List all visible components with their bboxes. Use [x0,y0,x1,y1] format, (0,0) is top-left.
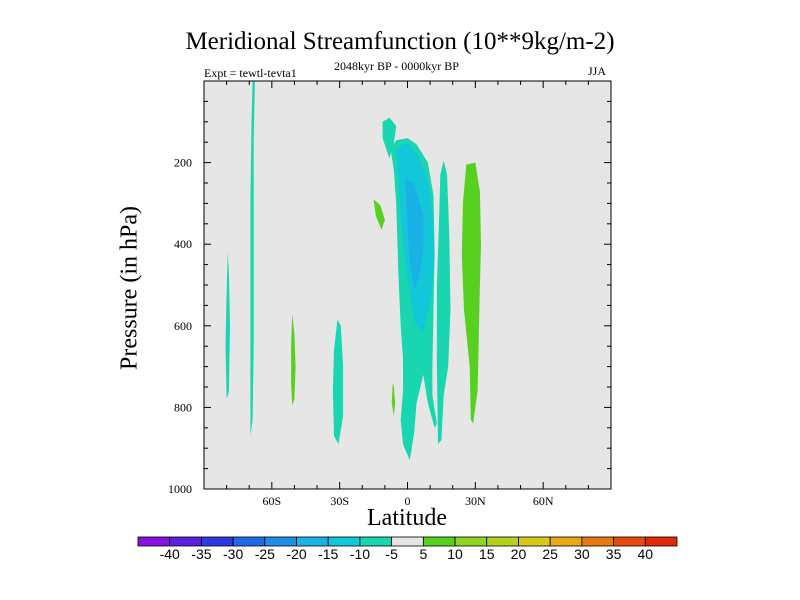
colorbar-swatch-13 [549,536,583,547]
colorbar-swatch-16 [644,536,678,547]
experiment-label: Expt = tewtl-tevta1 [204,66,297,80]
contour-region-12 [391,382,396,416]
colorbar-swatch-8 [391,536,424,547]
contour-region-4 [382,117,397,159]
x-tick-label: 0 [405,494,411,508]
colorbar-label: -40 [160,546,180,562]
colorbar-label: 10 [447,546,463,562]
x-tick-label: 60N [533,494,554,508]
colorbar-swatch-6 [327,536,361,547]
y-tick-label: 400 [174,237,192,251]
season-label: JJA [588,64,607,78]
y-tick-label: 600 [174,319,192,333]
chart-subtitle: 2048kyr BP - 0000kyr BP [334,59,459,73]
colorbar-swatch-7 [359,536,393,547]
contour-region-6 [436,160,451,445]
contour-region-2 [225,252,230,400]
colorbar-swatch-11 [486,536,519,547]
colorbar: -40 -35 -30 -25 -20 -15 -10 -5 5 10 15 20 25 30 35 40 [137,536,678,562]
colorbar-label: -35 [191,546,211,562]
colorbar-label: 15 [479,546,495,562]
colorbar-label: -10 [350,546,370,562]
contour-region-11 [373,199,385,230]
colorbar-swatch-9 [422,536,456,547]
colorbar-swatch-14 [581,536,614,547]
colorbar-label: 40 [638,546,654,562]
colorbar-swatch-15 [613,536,646,547]
contour-regions [225,81,481,461]
y-tick-label: 200 [174,156,192,170]
colorbar-swatch-10 [454,536,488,547]
colorbar-swatch-3 [232,536,266,547]
contour-region-10 [291,313,296,406]
contour-region-1 [250,81,255,436]
colorbar-label: -30 [223,546,243,562]
colorbar-swatch-4 [264,536,297,547]
x-axis-label: Latitude [367,505,447,531]
colorbar-swatch-12 [518,536,551,547]
colorbar-label: 30 [574,546,590,562]
colorbar-swatch-5 [296,536,329,547]
colorbar-label: 25 [542,546,558,562]
y-tick-label: 800 [174,400,192,414]
x-tick-label: 30N [465,494,486,508]
colorbar-label: -15 [318,546,338,562]
colorbar-swatch-2 [201,536,234,547]
x-tick-label: 30S [330,494,349,508]
y-tick-label: 1000 [168,482,192,496]
colorbar-swatch-1 [169,536,202,547]
contour-region-3 [332,319,344,445]
colorbar-label: -25 [255,546,275,562]
colorbar-swatch-0 [137,536,171,547]
contour-region-8 [405,178,424,290]
colorbar-label: -5 [385,546,398,562]
colorbar-label: 20 [511,546,527,562]
chart-title: Meridional Streamfunction (10**9kg/m-2) [185,28,615,55]
colorbar-label: 35 [606,546,622,562]
x-tick-label: 60S [262,494,281,508]
colorbar-label: -20 [286,546,306,562]
contour-region-9 [461,162,481,424]
colorbar-label: 5 [419,546,427,562]
axis-ticks: 60S 30S 0 30N 60N 200 400 600 800 1000 [168,81,611,508]
